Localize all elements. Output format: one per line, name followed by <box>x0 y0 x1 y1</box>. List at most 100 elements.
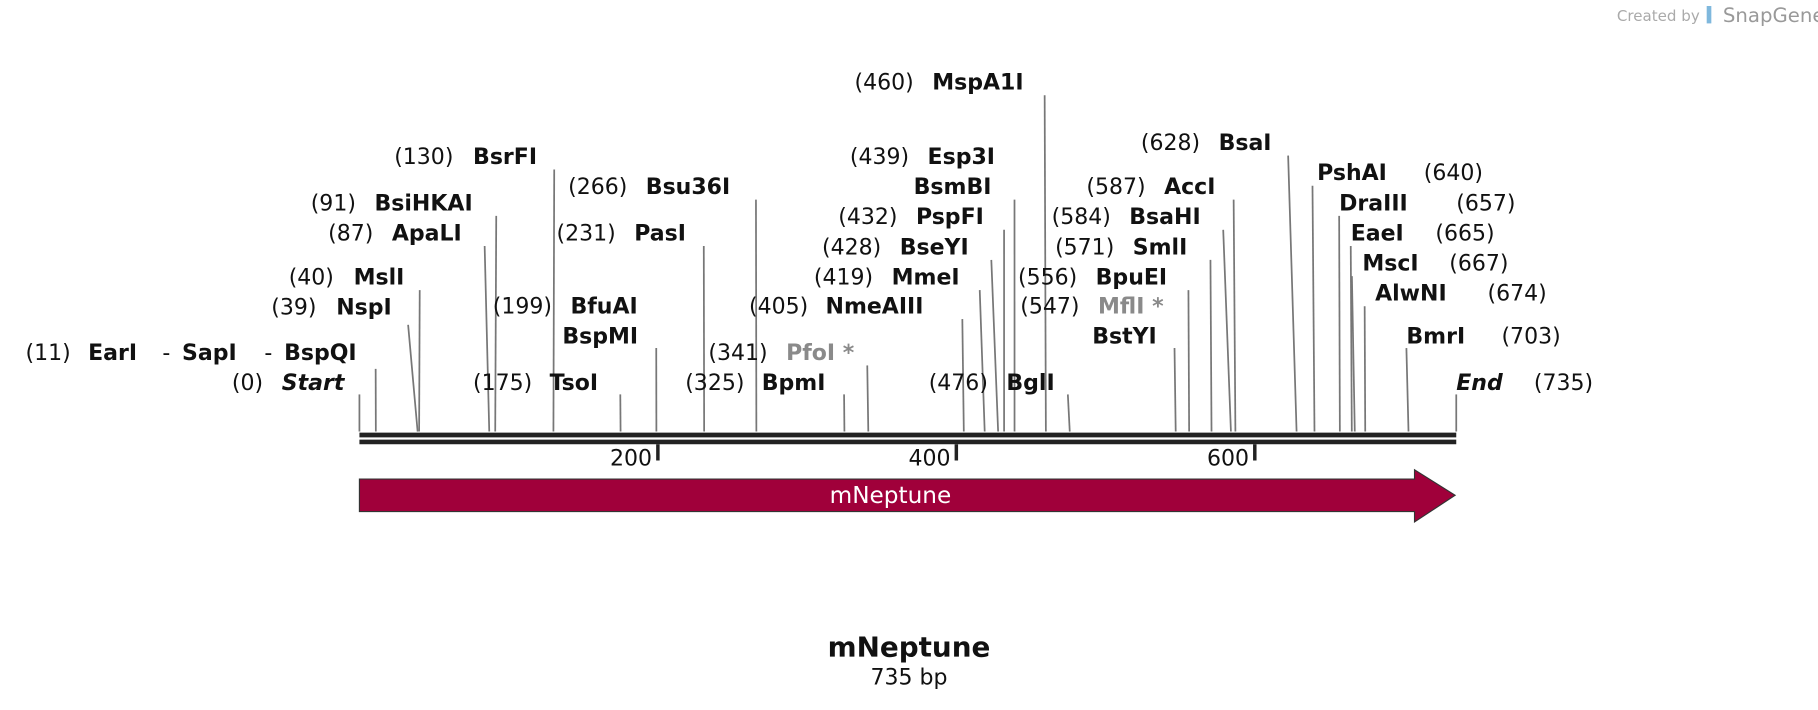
enzyme-name: AccI <box>1164 175 1215 200</box>
enzyme-name: SapI <box>182 341 237 366</box>
site-position: (640) <box>1424 161 1483 186</box>
enzyme-name: BspQI <box>284 341 357 366</box>
enzyme-name: BfuAI <box>570 294 637 319</box>
enzyme-name: BpuEI <box>1096 265 1167 290</box>
enzyme-name: BsmBI <box>914 175 992 200</box>
enzyme-name: AlwNI <box>1375 282 1447 307</box>
site-position: (419) <box>814 265 873 290</box>
site-position: (674) <box>1488 282 1547 307</box>
sequence-name: mNeptune <box>828 630 991 663</box>
enzyme-name: BglI <box>1006 371 1054 396</box>
ruler-label: 200 <box>610 446 652 471</box>
credit-logo <box>1706 6 1712 24</box>
site-position: (175) <box>473 371 532 396</box>
site-position: (571) <box>1055 235 1114 260</box>
cut-line <box>552 169 556 432</box>
cut-line <box>1351 276 1356 432</box>
separator: - <box>264 341 272 366</box>
cut-line <box>1173 348 1177 432</box>
site-position: (199) <box>493 294 552 319</box>
cut-line <box>1043 95 1047 432</box>
site-position: (11) <box>26 341 71 366</box>
site-position: (341) <box>708 341 767 366</box>
site-position: (325) <box>685 371 744 396</box>
enzyme-name: PfoI * <box>786 341 855 366</box>
cut-line <box>1232 199 1237 432</box>
cut-line <box>990 259 999 432</box>
site-position: (584) <box>1052 205 1111 230</box>
enzyme-name: SmlI <box>1133 235 1188 260</box>
cut-line <box>1363 306 1367 432</box>
cut-line <box>866 365 870 432</box>
site-position: (130) <box>394 145 453 170</box>
site-position: (547) <box>1020 294 1079 319</box>
cut-line <box>1209 259 1213 432</box>
cut-line <box>1187 290 1191 432</box>
ruler-label: 400 <box>909 446 951 471</box>
feature-arrow <box>358 468 1457 524</box>
enzyme-name: EaeI <box>1351 221 1404 246</box>
site-position: (587) <box>1086 175 1145 200</box>
sequence-length: 735 bp <box>871 665 948 690</box>
enzyme-name: PasI <box>634 221 686 246</box>
enzyme-name: ApaLI <box>392 221 462 246</box>
cut-line <box>483 245 491 432</box>
site-position: (405) <box>749 294 808 319</box>
enzyme-name: BpmI <box>762 371 826 396</box>
cut-line <box>407 324 419 432</box>
enzyme-name: BsrFI <box>473 145 537 170</box>
enzyme-name: BspMI <box>562 325 638 350</box>
cut-line <box>1338 215 1341 432</box>
enzyme-name: BsiHKAI <box>374 191 472 216</box>
site-position: (40) <box>289 265 334 290</box>
feature-label: mNeptune <box>830 482 952 509</box>
credit-prefix: Created by <box>1617 7 1700 25</box>
site-position: (735) <box>1534 371 1593 396</box>
separator: - <box>162 341 170 366</box>
enzyme-name: BsaHI <box>1129 205 1200 230</box>
enzyme-name: End <box>1456 371 1503 396</box>
cut-line <box>494 215 498 432</box>
cut-line <box>978 290 986 432</box>
cut-line <box>1311 185 1316 432</box>
enzyme-name: MslI <box>354 265 405 290</box>
cut-line <box>1405 348 1410 432</box>
cut-line <box>1066 394 1071 432</box>
site-position: (266) <box>568 175 627 200</box>
site-position: (87) <box>328 221 373 246</box>
enzyme-name: TsoI <box>550 371 599 396</box>
enzyme-name: MmeI <box>892 265 960 290</box>
site-position: (665) <box>1435 221 1494 246</box>
site-position: (667) <box>1449 252 1508 277</box>
enzyme-name: PspFI <box>916 205 984 230</box>
site-position: (428) <box>822 235 881 260</box>
site-position: (476) <box>929 371 988 396</box>
enzyme-name: PshAI <box>1317 161 1387 186</box>
site-position: (460) <box>855 71 914 96</box>
enzyme-name: BmrI <box>1406 325 1465 350</box>
cut-line <box>1287 155 1298 432</box>
ruler-label: 600 <box>1207 446 1249 471</box>
site-position: (432) <box>838 205 897 230</box>
cut-line <box>418 290 421 432</box>
site-position: (231) <box>557 221 616 246</box>
enzyme-name: Bsu36I <box>646 175 730 200</box>
site-position: (91) <box>311 191 356 216</box>
enzyme-name: MspA1I <box>932 71 1023 96</box>
enzyme-name: MscI <box>1362 252 1418 277</box>
enzyme-name: BseYI <box>900 235 969 260</box>
site-position: (556) <box>1018 265 1077 290</box>
site-position: (0) <box>232 371 263 396</box>
enzyme-name: EarI <box>88 341 137 366</box>
enzyme-name: BsaI <box>1219 131 1272 156</box>
enzyme-name: Esp3I <box>928 145 995 170</box>
enzyme-name: NmeAIII <box>826 294 924 319</box>
cut-line <box>1349 246 1353 432</box>
cut-line <box>1222 229 1232 432</box>
enzyme-name: NspI <box>336 296 391 321</box>
enzyme-name: BstYI <box>1092 325 1157 350</box>
enzyme-name: MflI * <box>1098 294 1164 319</box>
site-position: (628) <box>1141 131 1200 156</box>
